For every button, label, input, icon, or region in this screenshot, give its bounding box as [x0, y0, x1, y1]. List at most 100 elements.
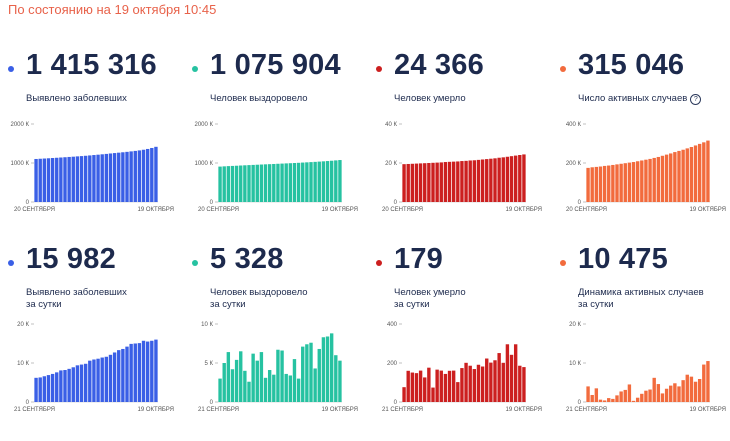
bar: [664, 154, 669, 202]
bar: [59, 157, 63, 202]
bar: [640, 393, 644, 402]
bar: [50, 373, 55, 402]
bar: [325, 161, 330, 202]
bar: [431, 162, 435, 202]
bar: [489, 158, 493, 202]
x-end-label: 19 ОКТЯБРЯ: [321, 207, 358, 213]
bar: [259, 164, 264, 202]
question-icon[interactable]: ?: [690, 94, 702, 105]
bar: [38, 377, 42, 402]
bar: [480, 159, 485, 202]
bullet-dot: [376, 260, 382, 266]
stat-label-line: Число активных случаев?: [578, 93, 702, 105]
bar: [472, 369, 477, 402]
y-tick-label: 400: [387, 322, 398, 328]
bar: [644, 159, 648, 202]
stat-label-line: за сутки: [394, 299, 430, 310]
bar: [635, 397, 640, 402]
x-end-label: 19 ОКТЯБРЯ: [689, 407, 726, 413]
bar: [317, 161, 321, 202]
bar: [137, 150, 142, 202]
y-tick-label: 2000 К: [194, 122, 213, 128]
bar: [226, 352, 231, 402]
bar: [594, 388, 599, 402]
bar: [145, 148, 150, 202]
bar: [141, 340, 146, 402]
y-tick-label: 400 К: [566, 122, 582, 128]
bullet-dot: [376, 66, 382, 72]
bar: [55, 157, 59, 202]
bar: [247, 165, 251, 202]
bar: [702, 364, 706, 402]
bar: [497, 353, 501, 402]
y-tick-label: 0: [26, 200, 30, 206]
bar: [218, 378, 222, 402]
stat-card: 24 366 Человек умерло 0 20 К 40 К 20 СЕНТЯБРЯ…: [376, 44, 558, 244]
stat-card: 15 982 Выявлено заболевших за сутки 0 10 К 20…: [8, 238, 190, 438]
stat-label-line: Выявлено заболевших: [26, 93, 127, 104]
stat-label-line: Человек умерло: [394, 287, 466, 298]
bar: [334, 355, 338, 402]
bar: [635, 161, 640, 202]
bar: [88, 155, 92, 202]
bar: [284, 163, 288, 202]
bar: [468, 365, 472, 402]
x-start-label: 21 СЕНТЯБРЯ: [198, 407, 239, 413]
x-start-label: 21 СЕНТЯБРЯ: [382, 407, 423, 413]
stat-label: Выявлено заболевших: [26, 93, 127, 105]
bar: [615, 164, 619, 202]
bullet-dot: [8, 260, 14, 266]
bar: [34, 377, 38, 402]
bar: [280, 350, 284, 402]
stat-card: 1 415 316 Выявлено заболевших 0 1000 К 2000 …: [8, 44, 190, 244]
bar: [55, 372, 59, 402]
bar: [288, 375, 293, 402]
y-tick-label: 1000 К: [194, 161, 213, 167]
bar: [598, 399, 603, 402]
stat-label-line: Человек умерло: [394, 93, 466, 104]
bar: [513, 344, 518, 402]
bar-chart: 0 200 400 21 СЕНТЯБРЯ 19 ОКТЯБРЯ: [382, 322, 542, 413]
bar-chart: 0 1000 К 2000 К 20 СЕНТЯБРЯ 19 ОКТЯБРЯ: [10, 122, 174, 213]
bar: [660, 155, 665, 202]
bar: [522, 154, 526, 202]
bar: [619, 163, 623, 202]
bar: [296, 378, 301, 402]
bar: [427, 367, 431, 402]
bar: [644, 390, 648, 402]
bar: [125, 346, 129, 402]
bar: [137, 343, 142, 402]
x-start-label: 20 СЕНТЯБРЯ: [14, 207, 55, 213]
bar: [619, 391, 623, 402]
bar: [590, 167, 594, 202]
bar: [656, 384, 661, 402]
bar-chart: 0 10 К 20 К 21 СЕНТЯБРЯ 19 ОКТЯБРЯ: [566, 322, 726, 413]
bar-chart: 0 20 К 40 К 20 СЕНТЯБРЯ 19 ОКТЯБРЯ: [382, 122, 542, 213]
bar: [493, 158, 497, 202]
bar: [640, 160, 644, 202]
bar: [301, 346, 305, 402]
stat-label-line: Выявлено заболевших: [26, 287, 127, 298]
bar: [423, 163, 427, 202]
bar: [418, 163, 423, 202]
bar: [309, 162, 313, 202]
bar: [623, 389, 627, 402]
bar: [309, 342, 313, 402]
bar: [410, 163, 415, 202]
bar: [631, 162, 636, 202]
stat-card: 315 046 Число активных случаев? 0 200 К 400 …: [560, 44, 730, 244]
x-end-label: 19 ОКТЯБРЯ: [689, 207, 726, 213]
bar: [586, 386, 590, 402]
bar: [615, 395, 619, 402]
bar: [456, 382, 460, 402]
bar: [296, 162, 301, 202]
y-tick-label: 20 К: [385, 161, 397, 167]
x-start-label: 21 СЕНТЯБРЯ: [566, 407, 607, 413]
bar: [272, 163, 276, 202]
bar: [693, 145, 698, 202]
stat-card: 5 328 Человек выздоровело за сутки 0 5 К 10 К…: [192, 238, 374, 438]
bar: [96, 358, 100, 402]
bar: [513, 155, 518, 202]
bar: [88, 360, 92, 402]
bar: [518, 155, 522, 202]
